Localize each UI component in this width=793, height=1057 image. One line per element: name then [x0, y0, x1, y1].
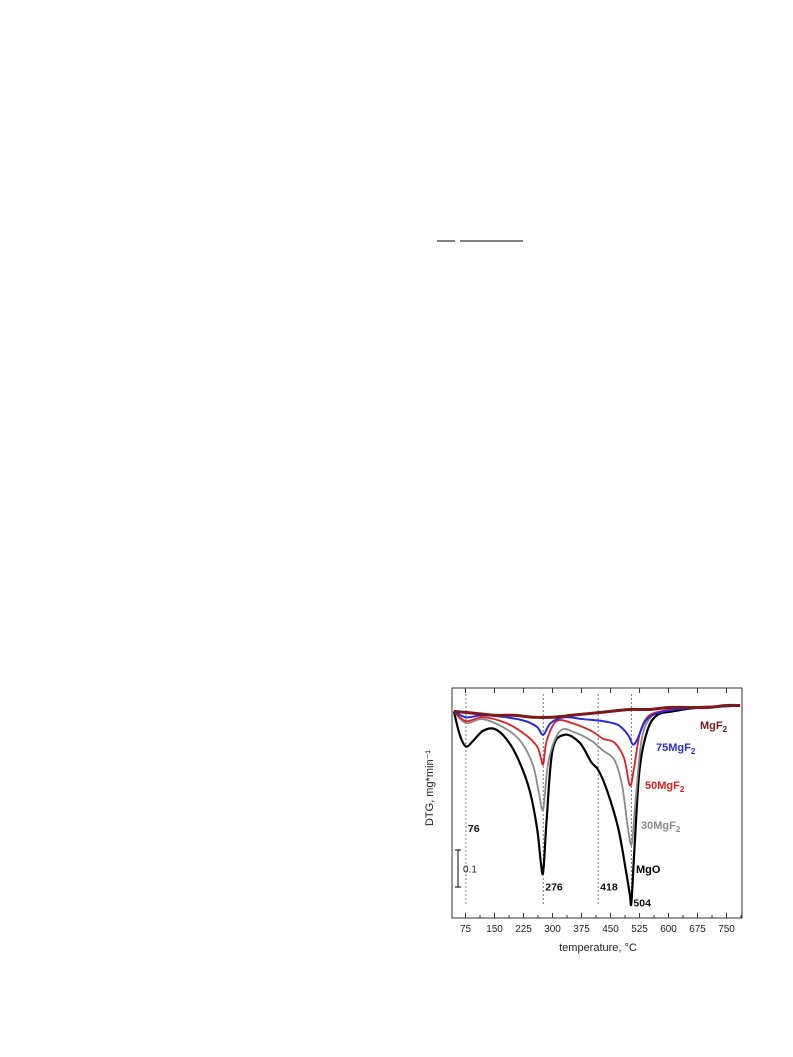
x-tick-label: 450: [602, 924, 619, 935]
peak-annotations: 76 276 418 504: [468, 823, 651, 909]
x-tick-label: 75: [460, 924, 472, 935]
scale-bar-label: 0.1: [463, 865, 477, 876]
series-label: 75MgF2: [656, 742, 696, 756]
x-tick-label: 300: [544, 924, 561, 935]
series-line-30mgf: [453, 704, 741, 846]
x-tick-label: 525: [631, 924, 648, 935]
x-axis-title: temperature, °C: [559, 942, 637, 954]
series-label: 50MgF2: [645, 780, 685, 794]
series-line-mgo: [452, 704, 741, 907]
series-line-mgf: [453, 703, 741, 719]
series-label: 30MgF2: [641, 820, 681, 834]
x-tick-label: 375: [573, 924, 590, 935]
page-rules: [437, 240, 523, 242]
peak-label: 76: [468, 823, 480, 835]
peak-label: 504: [633, 897, 651, 909]
x-tick-label: 225: [515, 924, 532, 935]
x-tick-label: 675: [689, 924, 706, 935]
series-label: MgO: [636, 864, 661, 876]
series-label: MgF2: [700, 720, 728, 734]
plot-border: [451, 687, 743, 919]
plot-frame: [451, 687, 743, 919]
peak-label: 276: [545, 882, 563, 894]
y-axis-title: DTG, mg*min⁻¹: [424, 750, 436, 826]
series-line-75mgf: [453, 704, 741, 746]
x-axis-ticks: 75 150 225 300 375 450 525 600 675 750: [460, 688, 742, 935]
series-layer: [452, 703, 741, 907]
x-tick-label: 150: [486, 924, 503, 935]
peak-label: 418: [600, 882, 618, 894]
x-tick-label: 750: [718, 924, 735, 935]
series-labels: MgF2 75MgF2 50MgF2 30MgF2 MgO: [636, 720, 728, 876]
scale-bar: 0.1: [455, 849, 477, 888]
x-tick-label: 600: [660, 924, 677, 935]
